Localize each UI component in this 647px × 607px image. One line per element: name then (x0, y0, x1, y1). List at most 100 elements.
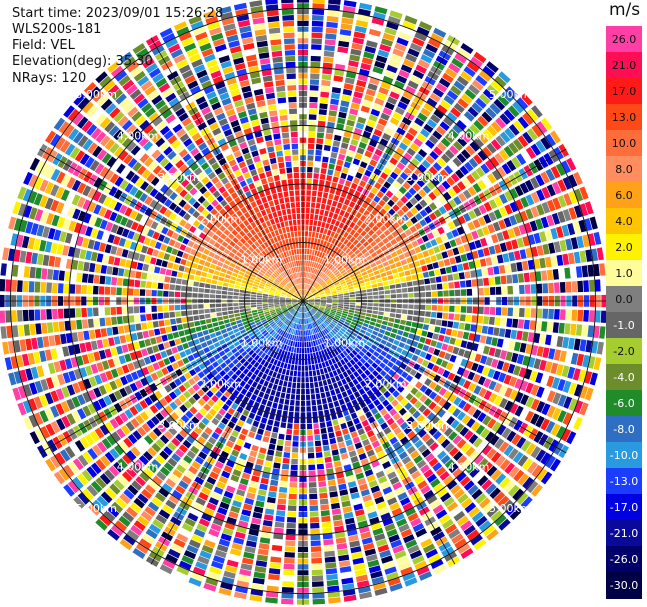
range-gate (467, 221, 476, 231)
range-gate (206, 323, 213, 329)
range-gate (211, 279, 218, 285)
range-gate (582, 354, 590, 368)
range-gate (546, 375, 555, 388)
range-gate (118, 325, 125, 334)
range-gate (518, 367, 527, 378)
range-gate (326, 127, 334, 134)
range-gate (210, 308, 216, 313)
range-gate (333, 460, 342, 468)
range-gate (228, 310, 234, 315)
range-gate (446, 112, 458, 122)
range-gate (352, 319, 358, 323)
range-gate (405, 201, 414, 209)
range-gate (540, 171, 550, 184)
range-gate (338, 398, 345, 406)
range-gate (460, 306, 467, 313)
range-gate (409, 346, 416, 354)
range-gate (352, 96, 362, 105)
range-gate (235, 316, 241, 321)
range-gate (104, 307, 111, 316)
range-gate (424, 170, 434, 180)
range-gate (548, 242, 556, 254)
range-gate (388, 225, 396, 233)
range-gate (344, 517, 355, 525)
range-gate (417, 273, 424, 279)
range-gate (392, 204, 400, 212)
range-gate (383, 316, 389, 321)
range-gate (511, 352, 519, 363)
range-gate (454, 281, 460, 289)
range-gate (81, 273, 89, 283)
range-gate (390, 303, 397, 308)
range-gate (262, 298, 268, 300)
range-gate (316, 263, 321, 269)
range-gate (448, 62, 461, 74)
range-gate (477, 216, 486, 226)
range-gate (422, 271, 429, 278)
range-gate (361, 302, 367, 306)
range-gate (92, 307, 99, 317)
range-gate (342, 136, 351, 144)
range-gate (306, 184, 312, 190)
range-gate (361, 293, 367, 296)
range-gate (70, 320, 77, 331)
range-gate (589, 216, 598, 230)
range-gate (426, 118, 437, 129)
range-gate (389, 185, 398, 194)
range-gate (570, 266, 577, 279)
range-gate (448, 282, 455, 289)
range-gate (318, 264, 323, 270)
range-gate (321, 79, 331, 87)
range-gate (307, 285, 311, 291)
range-gate (389, 284, 396, 289)
range-gate (473, 385, 482, 395)
range-gate (122, 306, 128, 315)
range-gate (404, 191, 413, 200)
range-gate (520, 150, 532, 162)
range-gate (462, 331, 470, 340)
range-gate (273, 396, 280, 403)
range-gate (325, 462, 333, 469)
range-gate (329, 104, 338, 111)
range-gate (272, 468, 280, 475)
range-gate (349, 221, 356, 229)
range-gate (116, 316, 123, 325)
range-gate (333, 232, 339, 239)
range-gate (390, 251, 398, 258)
range-gate (396, 308, 402, 314)
range-gate (319, 498, 329, 505)
range-gate (36, 336, 44, 349)
range-gate (332, 225, 338, 232)
range-gate (550, 362, 559, 375)
range-gate (317, 238, 321, 245)
range-gate (170, 318, 177, 325)
range-gate (576, 353, 585, 367)
range-gate (359, 238, 366, 245)
range-gate (504, 387, 513, 398)
range-gate (572, 368, 581, 381)
range-gate (561, 428, 572, 442)
range-gate (466, 341, 473, 350)
range-gate (320, 239, 324, 246)
range-gate (305, 382, 310, 389)
range-gate (387, 15, 401, 25)
range-gate (452, 247, 460, 256)
range-gate (338, 295, 344, 298)
range-gate (324, 310, 330, 314)
range-gate (293, 347, 297, 353)
range-gate (345, 439, 353, 447)
range-gate (584, 218, 593, 231)
range-gate (402, 304, 408, 309)
range-gate (557, 379, 566, 392)
range-gate (473, 207, 482, 217)
range-gate (541, 321, 548, 332)
range-gate (320, 299, 327, 301)
range-gate (188, 274, 195, 280)
range-gate (539, 333, 546, 345)
range-gate (332, 419, 339, 426)
range-gate (395, 313, 402, 319)
range-gate (497, 94, 510, 107)
range-gate (272, 539, 283, 546)
range-gate (357, 227, 364, 234)
range-gate (290, 470, 298, 476)
